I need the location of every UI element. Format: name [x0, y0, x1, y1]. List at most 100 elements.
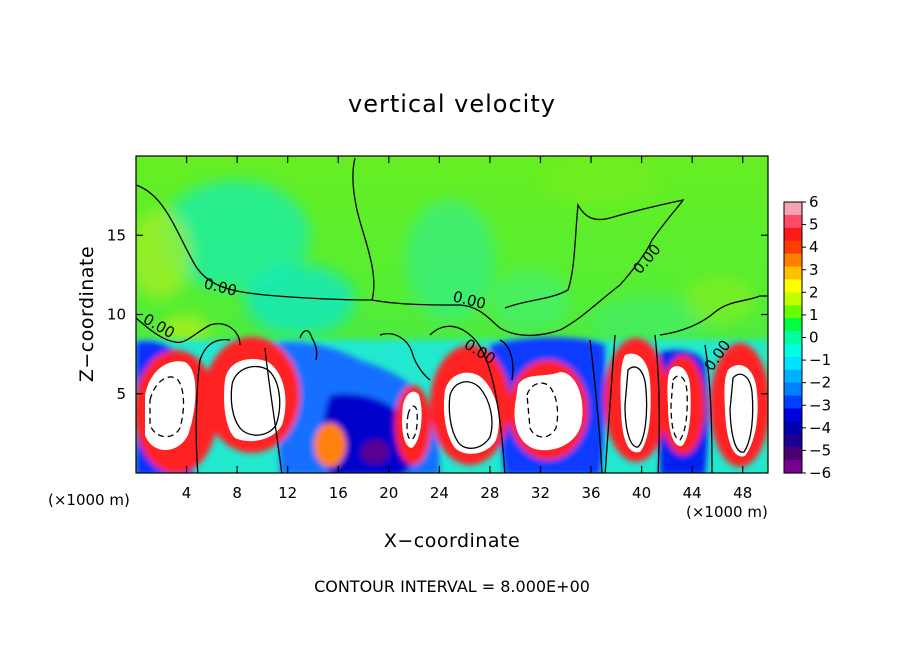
- y-axis: 5 10 15: [107, 226, 768, 403]
- downdraft-cell: [361, 440, 389, 464]
- x-tick-label: 48: [733, 484, 752, 502]
- field-blob: [490, 270, 570, 330]
- zero-contour-line: [136, 157, 375, 301]
- negative-contour-line: [526, 382, 559, 438]
- colorbar-swatch: [784, 202, 802, 216]
- colorbar-tick-label: 3: [809, 261, 819, 279]
- y-axis-label: Z−coordinate: [76, 246, 98, 382]
- colorbar-tick-label: −1: [809, 351, 831, 369]
- updraft-core: [145, 361, 196, 450]
- zero-contour-line: [264, 347, 283, 473]
- zero-contour-line: [604, 334, 616, 473]
- colorbar-tick-label: 2: [809, 283, 819, 301]
- x-tick-label: 36: [581, 484, 600, 502]
- colorbar-swatch: [784, 356, 802, 371]
- field-blob: [405, 200, 495, 320]
- y-tick-label: 15: [107, 226, 126, 244]
- colorbar-tick-label: 5: [809, 216, 819, 234]
- x-tick-label: 28: [480, 484, 499, 502]
- field-blob: [590, 295, 710, 345]
- colorbar-swatch: [784, 305, 802, 319]
- colorbar-tick-label: 4: [809, 238, 819, 256]
- downdraft-cell: [322, 393, 416, 473]
- field-blob: [160, 315, 210, 345]
- x-tick-label: 24: [430, 484, 449, 502]
- colorbar-swatch: [784, 318, 802, 332]
- colorbar-swatch: [784, 331, 802, 345]
- colorbar-tick-label: −4: [809, 419, 831, 437]
- core-contour-line: [230, 365, 281, 436]
- zero-contour-line: [654, 334, 660, 473]
- zero-contour-line: [659, 295, 768, 336]
- colorbar-swatch: [784, 369, 802, 384]
- core-contour-line: [448, 381, 493, 449]
- plot-area: 0.00 0.00 0.00 0.00 0.00 0.00: [136, 156, 768, 473]
- colorbar-swatch: [784, 253, 802, 268]
- colorbar-swatch: [784, 434, 802, 448]
- x-tick-label: 44: [683, 484, 702, 502]
- x-tick-label: 32: [531, 484, 550, 502]
- colorbar-tick-label: −6: [809, 464, 831, 482]
- x-axis-label: X−coordinate: [384, 530, 520, 552]
- y-tick-label: 10: [107, 306, 126, 324]
- contour-lines: [136, 157, 768, 473]
- contour-interval-annotation: CONTOUR INTERVAL = 8.000E+00: [314, 577, 590, 596]
- colorbar-swatch: [784, 343, 802, 358]
- x-tick-label: 40: [632, 484, 651, 502]
- colorbar-swatch: [784, 460, 802, 474]
- colorbar-tick-label: 1: [809, 306, 819, 324]
- negative-contour-line: [670, 375, 688, 441]
- core-contour-line: [729, 373, 754, 453]
- colorbar-swatch: [784, 240, 802, 255]
- x-tick-label: 4: [182, 484, 192, 502]
- colorbar-swatch: [784, 382, 802, 397]
- z-unit-label: (×1000 m): [48, 491, 130, 509]
- colorbar-tick-label: −3: [809, 396, 831, 414]
- colorbar-swatch: [784, 266, 802, 281]
- colorbar-swatch: [784, 408, 802, 422]
- x-tick-label: 16: [329, 484, 348, 502]
- colorbar-swatch: [784, 292, 802, 306]
- updraft-core: [514, 372, 583, 451]
- updraft-halo: [314, 423, 346, 467]
- colorbar-tick-label: −5: [809, 441, 831, 459]
- x-unit-label: (×1000 m): [686, 503, 768, 521]
- zero-contour-line: [379, 333, 431, 381]
- updraft-core: [620, 353, 651, 453]
- field-blob: [685, 275, 755, 325]
- zero-contour-line: [589, 339, 603, 473]
- colorbar-tick-label: 6: [809, 193, 819, 211]
- colorbar-swatch: [784, 447, 802, 461]
- x-tick-label: 12: [278, 484, 297, 502]
- zero-contour-line: [195, 339, 231, 473]
- chart-title: vertical velocity: [348, 90, 556, 118]
- negative-contour-line: [149, 376, 185, 438]
- zero-contour-line: [299, 330, 318, 361]
- field-blob: [136, 210, 190, 300]
- field-texture: [136, 156, 755, 345]
- y-tick-label: 5: [116, 385, 126, 403]
- field-blob: [245, 265, 355, 335]
- colorbar-swatch: [784, 227, 802, 242]
- colorbar-swatch: [784, 395, 802, 410]
- colorbar: 6 5 4 3 2 1 0 −1 −2 −3 −4 −5 −6: [783, 193, 831, 482]
- colorbar-tick-label: 0: [809, 329, 819, 347]
- colorbar-swatch: [784, 421, 802, 435]
- field-blob: [540, 156, 660, 205]
- x-axis: 4 8 12 16 20 24 28 32 36 40 44 48: [182, 156, 752, 502]
- colorbar-swatch: [784, 279, 802, 293]
- field-blob: [160, 180, 310, 290]
- x-tick-label: 8: [232, 484, 242, 502]
- updraft-core: [443, 372, 499, 454]
- updraft-core: [402, 391, 422, 448]
- core-contour-line: [624, 366, 648, 448]
- colorbar-swatch: [784, 214, 802, 229]
- x-tick-label: 20: [379, 484, 398, 502]
- zero-contour-line: [704, 344, 713, 473]
- zero-contour-line: [499, 339, 514, 381]
- zero-contour-line: [136, 317, 241, 346]
- colorbar-tick-label: −2: [809, 374, 831, 392]
- negative-contour-line: [406, 405, 418, 441]
- zero-contour-line: [429, 325, 506, 473]
